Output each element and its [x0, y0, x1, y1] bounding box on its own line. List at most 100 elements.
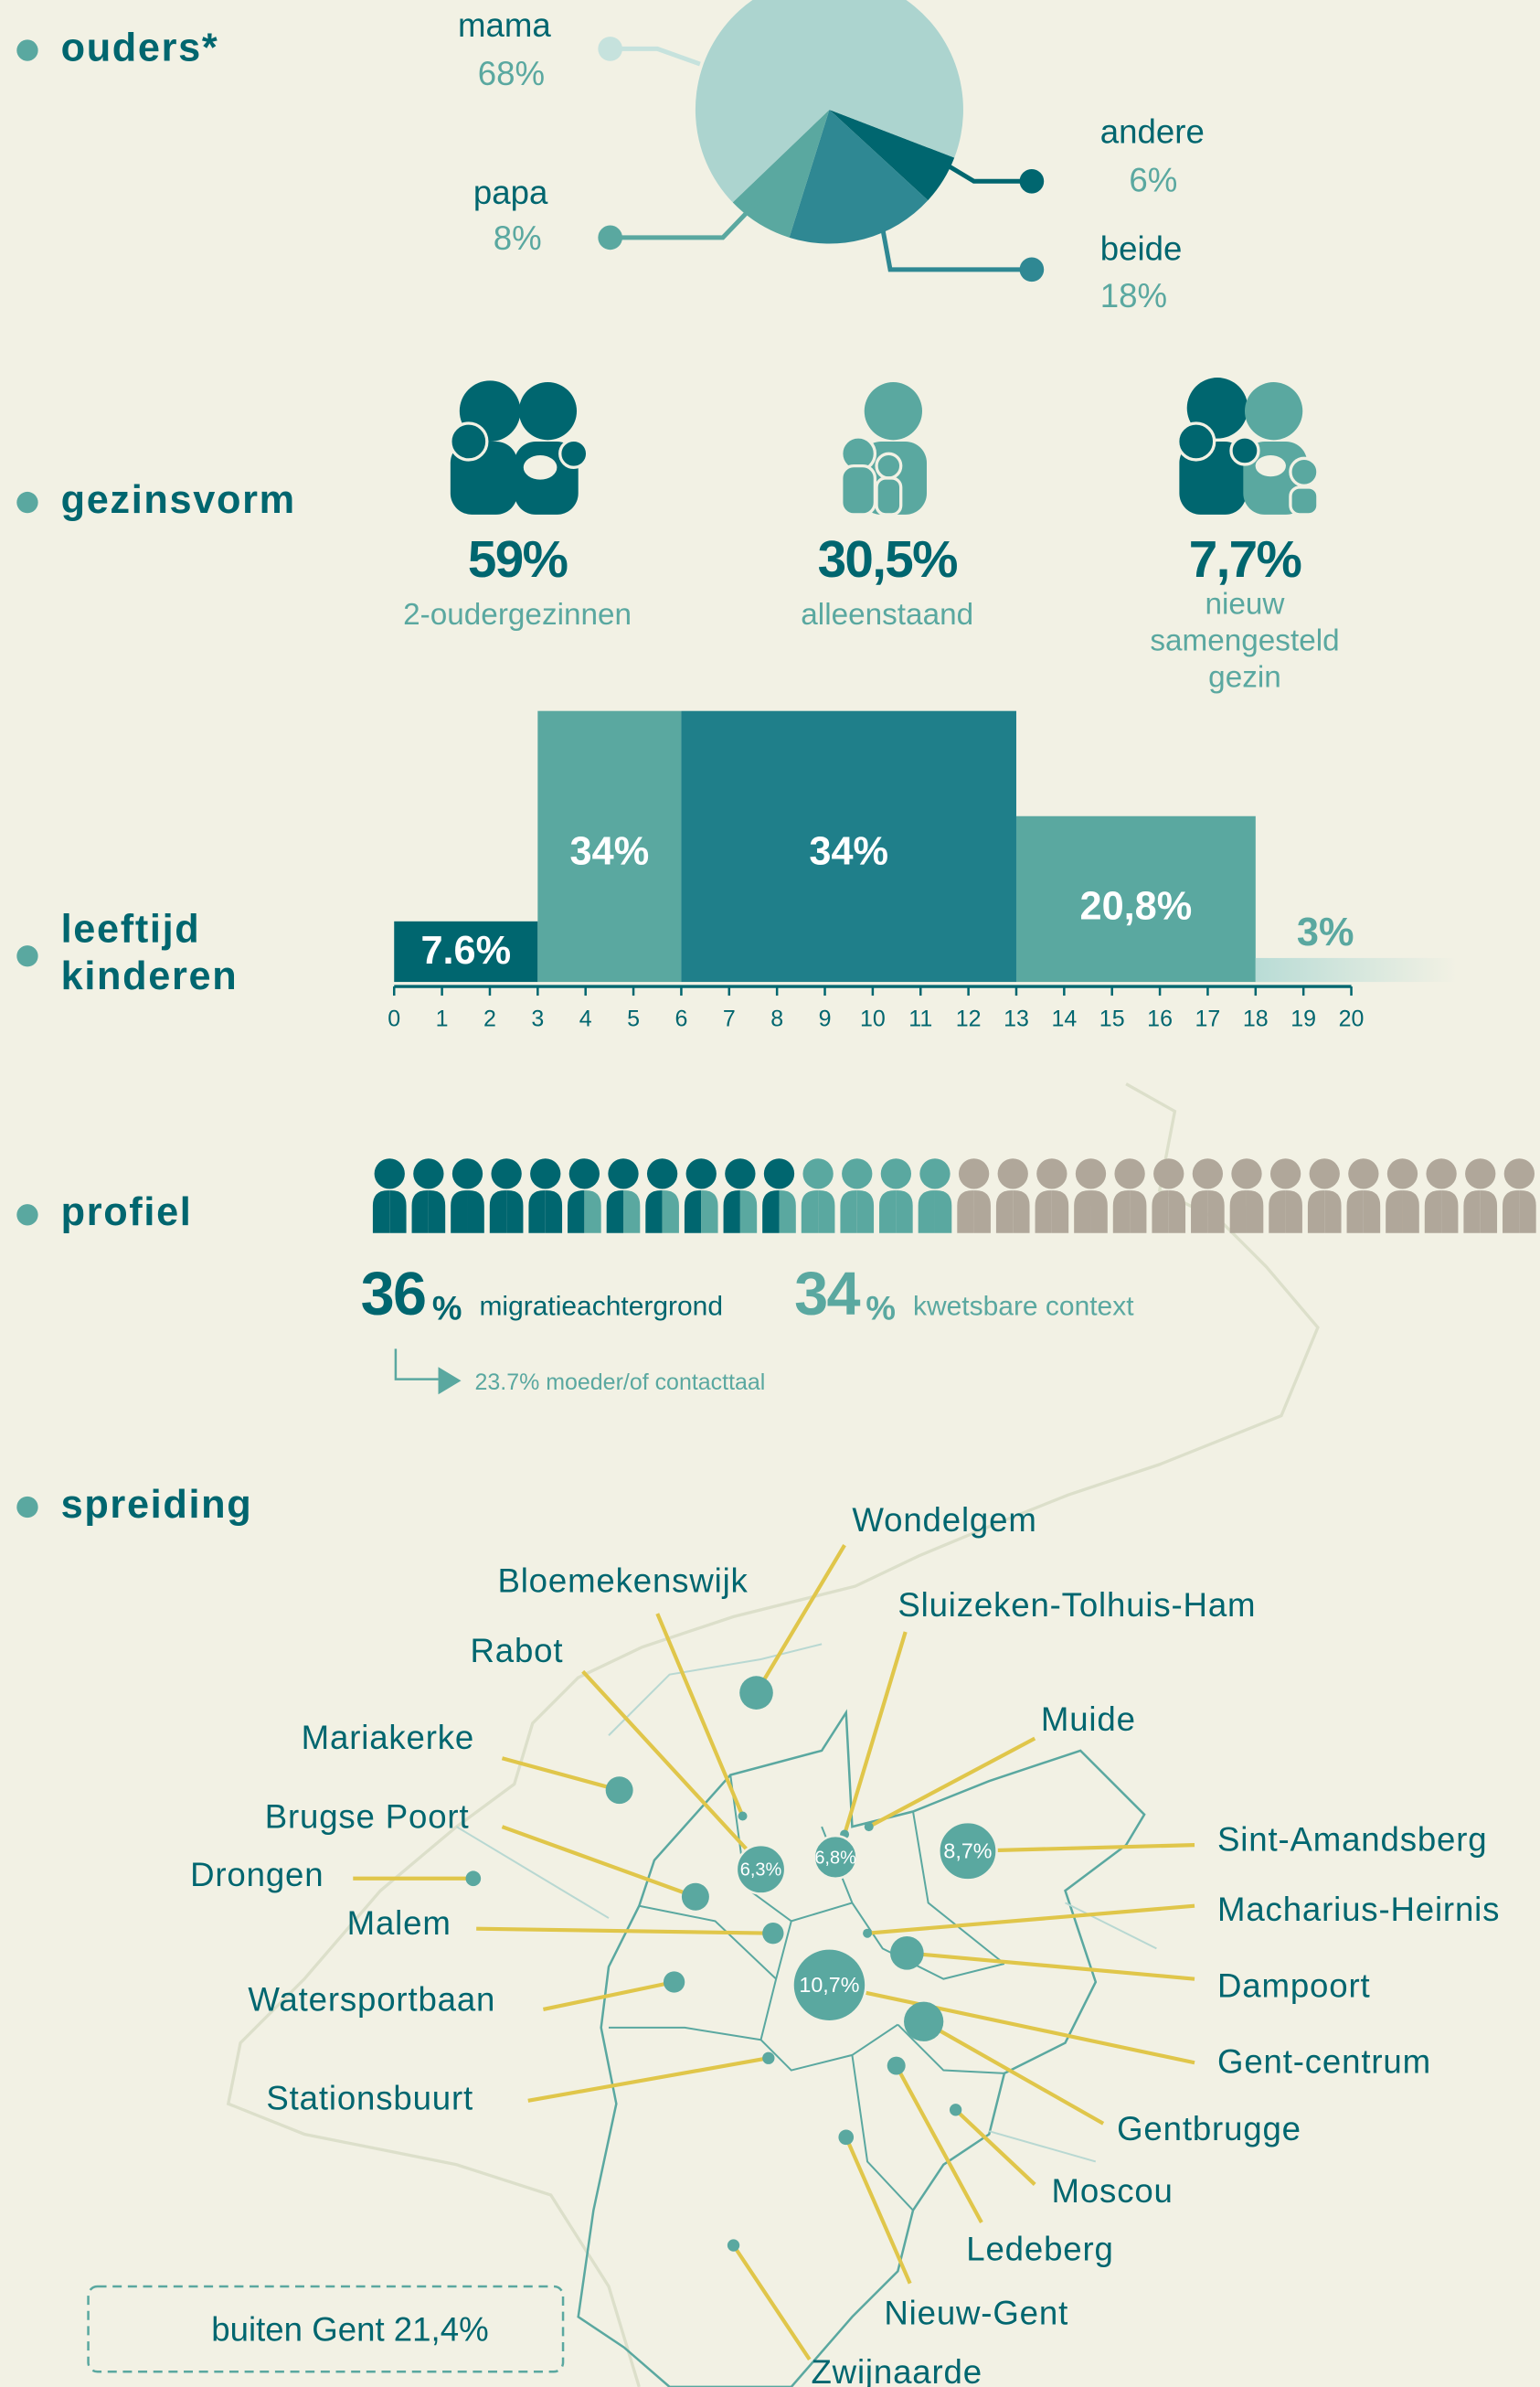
place-name: Malem [347, 1904, 451, 1942]
stat-text: migratieachtergrond [479, 1291, 723, 1321]
place-name: Wondelgem [852, 1501, 1036, 1539]
place-dot [863, 1928, 873, 1938]
bubble-label: 10,7% [799, 1973, 859, 1997]
person-head [842, 1158, 873, 1189]
place-name: Moscou [1052, 2172, 1174, 2210]
person-body-left [489, 1190, 507, 1233]
slice-name: andere [1100, 112, 1205, 150]
person-body-right [545, 1190, 563, 1233]
icon-two-parents [449, 380, 589, 515]
place-name: Brugse Poort [265, 1797, 470, 1835]
province-outline [226, 1082, 1320, 2387]
place-leader [501, 1825, 696, 1899]
person-icon [411, 1158, 446, 1233]
place-leader [655, 1613, 745, 1817]
stat-value: 36 [361, 1261, 426, 1328]
leader-line [610, 46, 701, 67]
person-body-right [428, 1190, 446, 1233]
x-tick-label: 7 [723, 1006, 736, 1031]
person-body-left [957, 1190, 974, 1233]
person-icon [1074, 1158, 1108, 1233]
bubble [812, 1834, 858, 1881]
leader-dot [598, 37, 622, 61]
person-head [413, 1158, 444, 1189]
person-body-right [1285, 1190, 1302, 1233]
person-body-right [1246, 1190, 1264, 1233]
person-body-right [701, 1190, 718, 1233]
place-leader [922, 2019, 1105, 2126]
person-body-left [606, 1190, 623, 1233]
x-tick-label: 20 [1339, 1006, 1365, 1031]
person-icon [762, 1158, 796, 1233]
slice-name: mama [458, 6, 551, 44]
x-tick-label: 18 [1243, 1006, 1269, 1031]
place-name: Stationsbuurt [266, 2080, 473, 2117]
person-icon [1307, 1158, 1342, 1233]
x-tick-label: 19 [1290, 1006, 1316, 1031]
x-tick-label: 13 [1004, 1006, 1029, 1031]
place-leader [867, 1736, 1036, 1828]
section-dots [16, 39, 38, 1519]
place-name: Drongen [190, 1856, 324, 1893]
family-label: 2-oudergezinnen [403, 598, 632, 632]
slice-name: beide [1100, 230, 1183, 268]
person-icon [684, 1158, 718, 1233]
place-leader [581, 1669, 763, 1867]
person-icon [451, 1158, 484, 1233]
place-name: Macharius-Heirnis [1217, 1891, 1500, 1928]
stat-text: kwetsbare context [913, 1291, 1134, 1321]
x-tick-label: 10 [860, 1006, 886, 1031]
place-leader [844, 2136, 912, 2285]
person-body-right [1519, 1190, 1536, 1233]
person-body-left [528, 1190, 546, 1233]
person-body-right [584, 1190, 601, 1233]
place-leader [542, 1979, 675, 2011]
place-leader [476, 1926, 773, 1935]
person-body-right [1480, 1190, 1498, 1233]
person-head [530, 1158, 561, 1189]
person-head [685, 1158, 717, 1189]
person-head [1114, 1158, 1145, 1189]
person-icon [372, 1158, 407, 1233]
bar-value-label: 34% [570, 830, 650, 874]
person-body-right [856, 1190, 875, 1233]
person-head [568, 1158, 600, 1189]
family-value: 59% [468, 530, 568, 588]
person-body-right [973, 1190, 991, 1233]
place-leader [894, 2064, 983, 2224]
person-body-right [1441, 1190, 1459, 1233]
bullet [16, 1204, 38, 1226]
person-body-left [1386, 1190, 1403, 1233]
bar-value-label: 34% [809, 830, 888, 874]
place-name: Bloemekenswijk [497, 1561, 748, 1599]
person-body-right [896, 1190, 913, 1233]
person-head [763, 1158, 795, 1189]
place-leader [731, 2243, 812, 2361]
place-dot [887, 2056, 906, 2075]
place-leader [866, 1903, 1195, 1935]
person-body-left [1269, 1190, 1286, 1233]
person-head [646, 1158, 678, 1189]
person-head [1269, 1158, 1301, 1189]
pie-slice [695, 0, 963, 203]
family-label: samengesteld [1150, 624, 1339, 658]
place-name: Watersportbaan [248, 1980, 495, 2018]
histogram-bar [537, 710, 682, 983]
bullet [16, 945, 38, 967]
person-body-right [1051, 1190, 1069, 1233]
note-arrow-head [438, 1367, 462, 1395]
person-icon [801, 1158, 835, 1233]
person-head [1231, 1158, 1262, 1189]
histogram-bar [1015, 815, 1256, 983]
person-head [725, 1158, 756, 1189]
person-body-left [801, 1190, 819, 1233]
person-body-left [372, 1190, 390, 1233]
place-name: Mariakerke [302, 1719, 474, 1756]
histogram-bar [1255, 957, 1457, 983]
person-body-left [1035, 1190, 1052, 1233]
place-name: Ledeberg [966, 2230, 1113, 2267]
bubble [938, 1820, 998, 1881]
person-body-left [1503, 1190, 1520, 1233]
person-body-right [622, 1190, 641, 1233]
